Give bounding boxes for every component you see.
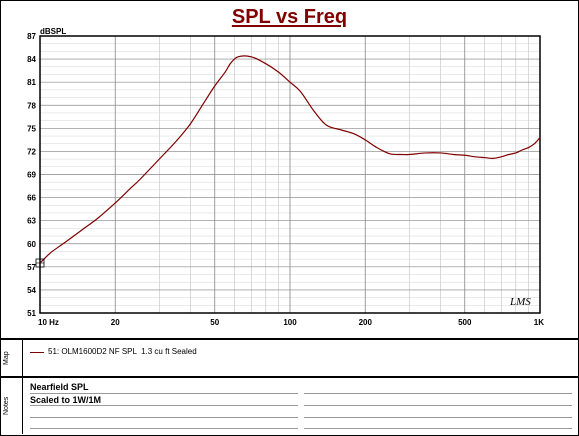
y-tick-label: 81 (27, 78, 36, 87)
note-rule (304, 417, 572, 418)
y-tick-label: 87 (27, 32, 36, 41)
note-rule (304, 393, 572, 394)
y-tick-label: 54 (27, 286, 36, 295)
x-tick-label: 100 (283, 318, 297, 327)
y-tick-labels: 87 84 81 78 75 72 69 66 63 60 57 54 51 (27, 32, 36, 318)
chart-title: SPL vs Freq (231, 6, 348, 28)
map-panel-top-border (0, 338, 579, 340)
spl-chart: 87 84 81 78 75 72 69 66 63 60 57 54 51 10 Hz 20 50 100 2… (27, 27, 544, 327)
y-tick-label: 57 (27, 263, 36, 272)
map-panel-label: Map (3, 351, 10, 365)
notes-panel-separator (22, 378, 23, 434)
y-tick-label: 69 (27, 171, 36, 180)
x-tick-label: 50 (210, 318, 219, 327)
note-rule (304, 405, 572, 406)
x-tick-label: 1K (534, 318, 544, 327)
y-tick-label: 75 (27, 124, 36, 133)
note-line-1: Nearfield SPL (30, 382, 89, 392)
y-tick-label: 63 (27, 217, 36, 226)
lms-watermark: LMS (509, 296, 531, 308)
y-tick-label: 78 (27, 101, 36, 110)
cursor-marker (35, 258, 45, 268)
y-tick-label: 66 (27, 194, 36, 203)
y-tick-label: 51 (27, 309, 36, 318)
legend-swatch (30, 352, 44, 353)
x-tick-label: 200 (359, 318, 373, 327)
plot-border (39, 35, 541, 314)
note-rule (30, 428, 298, 429)
y-axis-label: dBSPL (40, 27, 66, 36)
y-tick-label: 60 (27, 240, 36, 249)
note-rule (30, 393, 298, 394)
note-rule (304, 428, 572, 429)
y-tick-label: 72 (27, 147, 36, 156)
x-tick-label: 10 Hz (38, 318, 59, 327)
grid-major (39, 35, 541, 314)
x-tick-label: 20 (111, 318, 120, 327)
x-tick-label: 500 (458, 318, 472, 327)
note-line-2: Scaled to 1W/1M (30, 395, 102, 405)
legend-entry: 51: OLM1600D2 NF SPL 1.3 cu ft Sealed (48, 347, 197, 356)
notes-panel-label: Notes (3, 396, 10, 416)
series-line-spl (39, 55, 541, 264)
map-panel-separator (22, 340, 23, 376)
note-rule (30, 417, 298, 418)
x-tick-labels: 10 Hz 20 50 100 200 500 1K (38, 318, 544, 327)
y-tick-label: 84 (27, 55, 36, 64)
notes-panel-top-border (0, 376, 579, 378)
note-rule (30, 405, 298, 406)
